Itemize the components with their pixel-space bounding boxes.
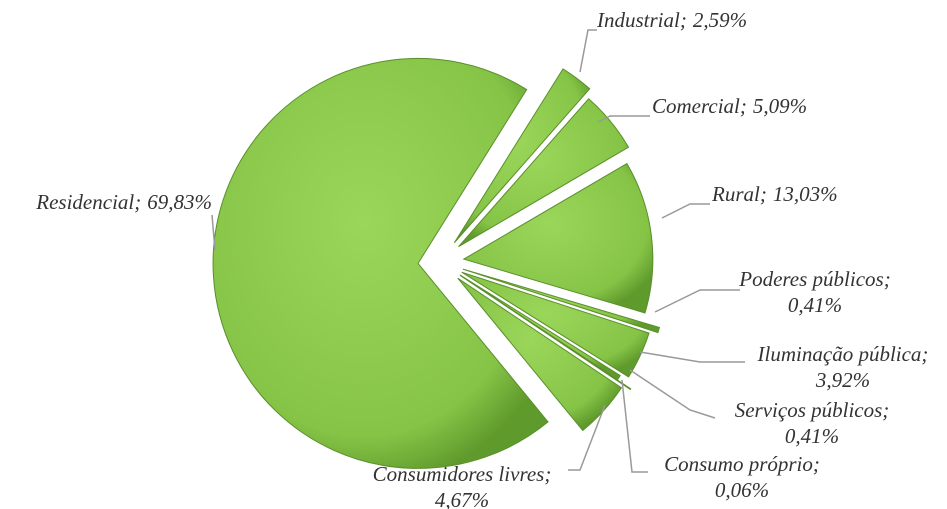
pie-slice [212, 57, 549, 469]
leader-line [568, 404, 606, 471]
category-label: Iluminação pública; [757, 342, 929, 366]
leader-line [661, 203, 710, 219]
leader-line [621, 379, 648, 473]
category-label: Comercial; [652, 94, 747, 118]
category-label: Serviços públicos; [735, 398, 890, 422]
leader-line [654, 289, 740, 313]
leader-line [211, 214, 216, 251]
value-label: 3,92% [815, 368, 870, 392]
pie-slice [458, 98, 630, 248]
category-label: Poderes públicos; [738, 267, 890, 291]
slice-label: Rural; 13,03% [711, 182, 838, 206]
pie-slice [453, 68, 591, 244]
leader-line [639, 351, 745, 363]
leader-line [597, 115, 650, 123]
slice-label: Comercial; 5,09% [652, 94, 807, 118]
leader-line [579, 29, 597, 73]
value-label: 69,83% [147, 190, 212, 214]
category-label: Industrial; [596, 8, 687, 32]
category-label: Consumidores livres; [373, 462, 552, 486]
slice-label: Residencial; 69,83% [35, 190, 212, 214]
category-label: Residencial; [35, 190, 141, 214]
value-label: 0,41% [785, 424, 839, 448]
pie-slice [462, 162, 654, 314]
pie-slice [462, 268, 661, 334]
pie-slice [459, 274, 632, 391]
pie-slice [461, 271, 650, 378]
slice-label: Industrial; 2,59% [596, 8, 747, 32]
leader-line [629, 369, 716, 419]
value-label: 5,09% [753, 94, 807, 118]
category-label: Rural; [711, 182, 767, 206]
category-label: Consumo próprio; [664, 452, 820, 476]
value-label: 4,67% [435, 488, 489, 509]
value-label: 13,03% [773, 182, 838, 206]
value-label: 0,06% [715, 478, 769, 502]
value-label: 2,59% [693, 8, 747, 32]
value-label: 0,41% [788, 293, 842, 317]
